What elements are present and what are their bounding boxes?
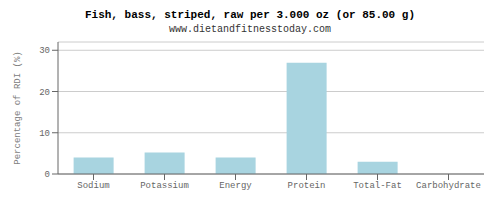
svg-text:Energy: Energy bbox=[219, 181, 252, 191]
svg-text:Total-Fat: Total-Fat bbox=[353, 181, 402, 191]
svg-text:10: 10 bbox=[39, 129, 50, 139]
svg-text:30: 30 bbox=[39, 46, 50, 56]
svg-text:0: 0 bbox=[45, 170, 50, 180]
html-text:Fish, bass, striped, raw per 3: Fish, bass, striped, raw per 3.000 oz (o… bbox=[85, 9, 415, 21]
svg-text:Percentage of RDI (%): Percentage of RDI (%) bbox=[13, 51, 23, 164]
svg-text:20: 20 bbox=[39, 88, 50, 98]
svg-text:Potassium: Potassium bbox=[140, 181, 189, 191]
svg-text:Carbohydrate: Carbohydrate bbox=[416, 181, 481, 191]
html-text:www.dietandfitnesstoday.com: www.dietandfitnesstoday.com bbox=[169, 24, 331, 35]
svg-text:Protein: Protein bbox=[288, 181, 326, 191]
svg-text:Sodium: Sodium bbox=[77, 181, 109, 191]
